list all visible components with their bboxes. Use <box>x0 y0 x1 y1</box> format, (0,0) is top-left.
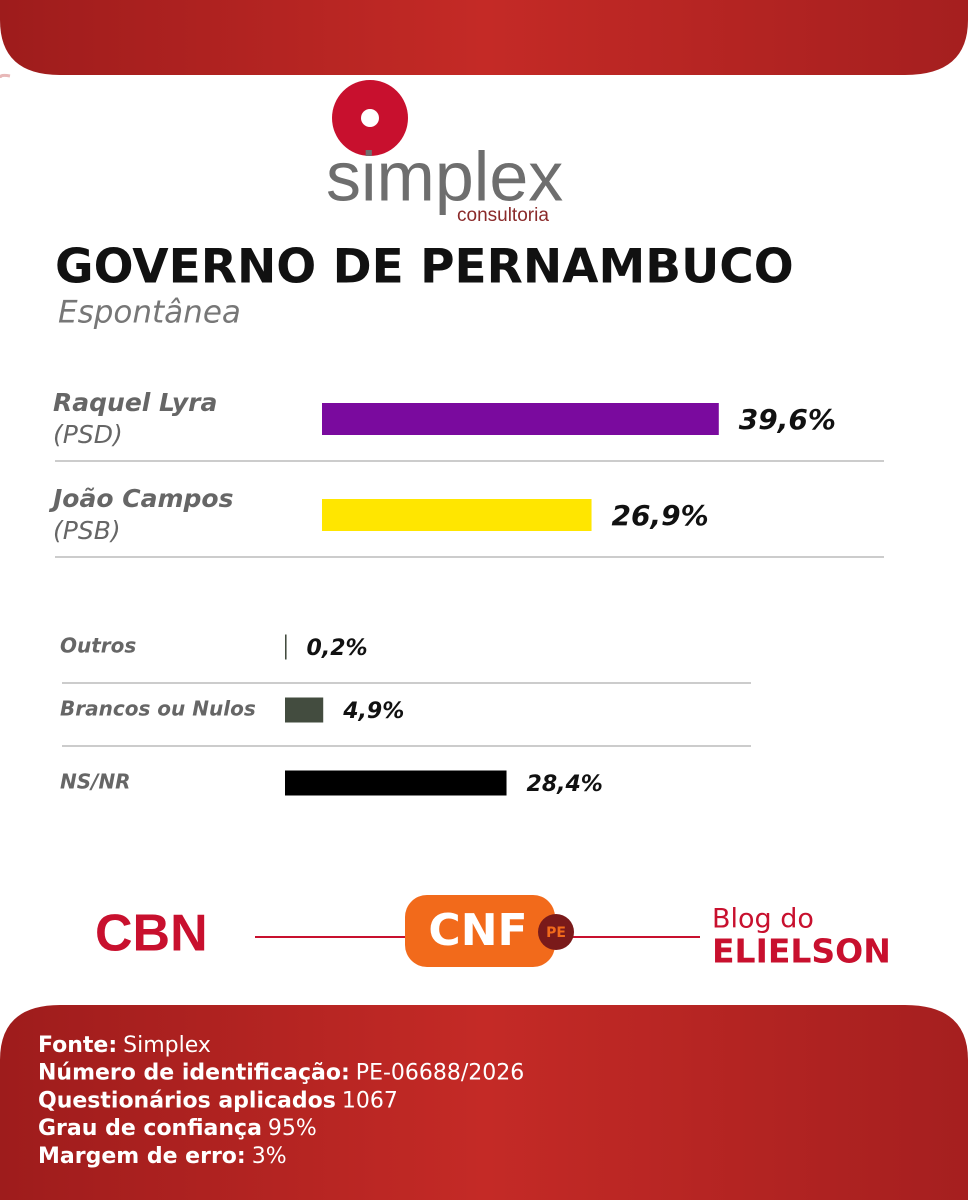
footer-label: Fonte: <box>38 1033 117 1058</box>
category-label: João Campos <box>48 484 233 513</box>
footer-value: PE-06688/2026 <box>356 1061 525 1086</box>
footer-label: Margem de erro: <box>38 1144 246 1169</box>
bar <box>285 697 324 723</box>
footer-line: Fonte: Simplex <box>38 1033 211 1058</box>
category-label: Brancos ou Nulos <box>60 697 256 721</box>
chart-subtitle: Espontânea <box>58 295 241 331</box>
category-label: NS/NR <box>60 770 131 794</box>
pe-tag: PE <box>546 925 566 941</box>
value-label: 28,4% <box>527 772 603 797</box>
blog-top: Blog do <box>712 904 814 935</box>
logo-dot <box>361 109 379 127</box>
chart-title: GOVERNO DE PERNAMBUCO <box>55 240 794 295</box>
bottom-band <box>0 1005 968 1200</box>
band-edge <box>0 73 11 79</box>
cnf-logo: CNF <box>428 905 527 956</box>
footer-label: Questionários aplicados <box>38 1088 336 1113</box>
category-label: Raquel Lyra <box>53 388 217 417</box>
bar <box>322 403 719 435</box>
footer-line: Margem de erro: 3% <box>38 1144 287 1169</box>
blog-bottom: ELIELSON <box>712 932 891 971</box>
value-label: 39,6% <box>739 403 836 436</box>
value-label: 26,9% <box>612 499 709 532</box>
bar <box>322 499 592 531</box>
party-label: (PSB) <box>53 516 121 545</box>
cbn-logo: CBN <box>95 905 208 963</box>
party-label: (PSD) <box>53 420 123 449</box>
bar <box>285 634 287 660</box>
footer-label: Grau de confiança <box>38 1116 262 1141</box>
cnf-badge <box>405 895 555 967</box>
brand-sub: consultoria <box>457 205 549 226</box>
footer-value: Simplex <box>123 1033 211 1058</box>
footer-line: Grau de confiança 95% <box>38 1116 317 1141</box>
bar <box>285 770 507 796</box>
footer-value: 3% <box>252 1144 287 1169</box>
footer-label: Número de identificação: <box>38 1061 350 1086</box>
value-label: 0,2% <box>307 636 368 661</box>
pe-badge <box>538 914 574 950</box>
footer-value: 95% <box>268 1116 317 1141</box>
footer-value: 1067 <box>342 1088 398 1113</box>
top-band <box>0 0 968 75</box>
category-label: Outros <box>60 634 136 658</box>
value-label: 4,9% <box>342 699 404 724</box>
brand: simplex <box>326 137 563 215</box>
footer-line: Número de identificação: PE-06688/2026 <box>38 1061 524 1086</box>
footer-line: Questionários aplicados 1067 <box>38 1088 398 1113</box>
